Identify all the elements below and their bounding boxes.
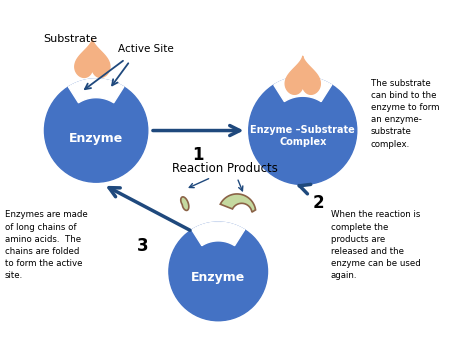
Polygon shape	[274, 77, 332, 102]
Text: When the reaction is
complete the
products are
released and the
enzyme can be us: When the reaction is complete the produc…	[331, 211, 421, 280]
Polygon shape	[75, 39, 110, 77]
Text: Active Site: Active Site	[118, 44, 173, 54]
Polygon shape	[192, 222, 245, 246]
Circle shape	[169, 222, 267, 321]
Text: Substrate: Substrate	[43, 34, 97, 44]
Polygon shape	[285, 56, 320, 94]
Polygon shape	[181, 197, 189, 211]
Polygon shape	[220, 194, 255, 212]
Text: Enzymes are made
of long chains of
amino acids.  The
chains are folded
to form t: Enzymes are made of long chains of amino…	[5, 211, 87, 280]
Text: 3: 3	[137, 236, 149, 255]
Text: 2: 2	[313, 194, 325, 212]
Polygon shape	[68, 79, 124, 103]
Text: Reaction Products: Reaction Products	[173, 162, 278, 175]
Circle shape	[45, 79, 148, 182]
Text: 1: 1	[192, 146, 204, 164]
Circle shape	[249, 77, 357, 185]
Text: The substrate
can bind to the
enzyme to form
an enzyme-
substrate
complex.: The substrate can bind to the enzyme to …	[371, 79, 439, 149]
Text: Enzyme –Substrate
Complex: Enzyme –Substrate Complex	[250, 125, 355, 147]
Text: Enzyme: Enzyme	[69, 132, 123, 146]
Text: Enzyme: Enzyme	[191, 271, 246, 284]
